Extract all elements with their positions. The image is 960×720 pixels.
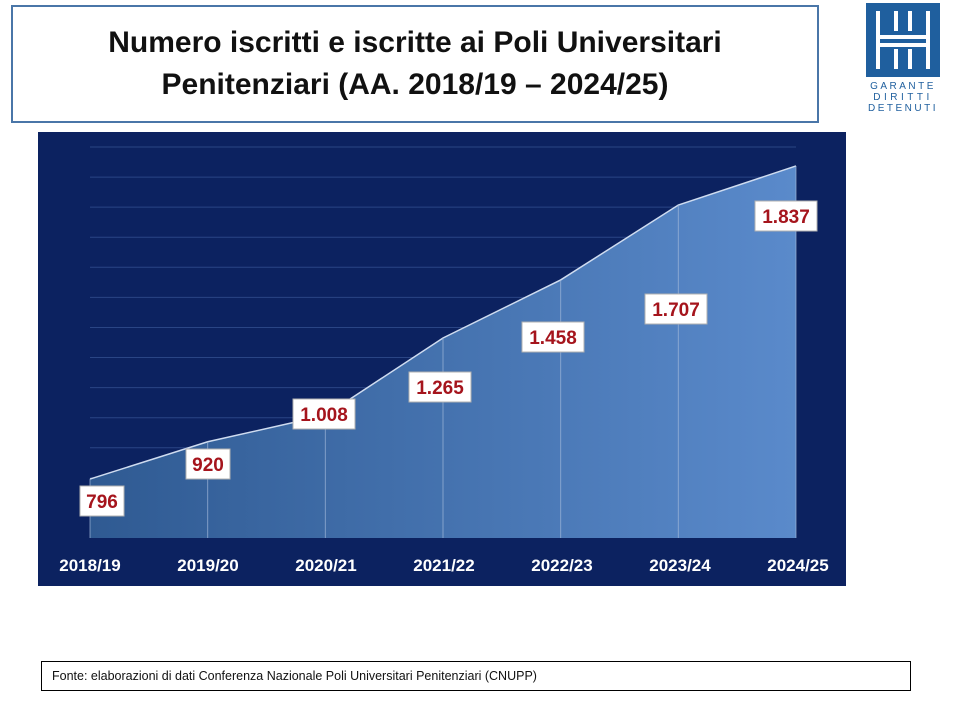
- data-label-text: 1.008: [300, 405, 348, 426]
- data-label-text: 796: [86, 492, 118, 513]
- x-tick-label: 2024/25: [767, 556, 828, 575]
- data-label: 1.837: [754, 200, 818, 232]
- data-label: 1.707: [644, 293, 708, 325]
- x-tick-label: 2021/22: [413, 556, 474, 575]
- x-tick-label: 2023/24: [649, 556, 711, 575]
- data-label-box: [644, 293, 708, 325]
- logo-line-2: DIRITTI: [873, 92, 933, 103]
- area-chart: 2018/19 2019/20 2020/21 2021/22 2022/23 2023/…: [38, 132, 846, 586]
- garante-logo: GARANTE DIRITTI DETENUTI: [866, 3, 940, 114]
- x-tick-label: 2019/20: [177, 556, 238, 575]
- data-label: 1.008: [292, 398, 356, 430]
- title-line-1: Numero iscritti e iscritte ai Poli Unive…: [108, 26, 722, 59]
- data-label: 796: [79, 485, 125, 517]
- data-label-text: 920: [192, 455, 224, 476]
- x-tick-label: 2018/19: [59, 556, 120, 575]
- data-label-text: 1.837: [762, 207, 810, 228]
- data-label: 1.265: [408, 371, 472, 403]
- data-label-text: 1.265: [416, 378, 464, 399]
- logo-line-3: DETENUTI: [868, 103, 938, 114]
- data-label-box: [408, 371, 472, 403]
- data-label: 1.458: [521, 321, 585, 353]
- data-label-text: 1.458: [529, 328, 577, 349]
- data-label-text: 1.707: [652, 300, 700, 321]
- data-label-box: [185, 448, 231, 480]
- source-note: Fonte: elaborazioni di dati Conferenza N…: [41, 661, 911, 691]
- data-label-box: [521, 321, 585, 353]
- data-label-box: [79, 485, 125, 517]
- data-label-box: [292, 398, 356, 430]
- chart-title-box: Numero iscritti e iscritte ai Poli Unive…: [11, 5, 819, 123]
- logo-line-1: GARANTE: [870, 81, 936, 92]
- data-label-box: [754, 200, 818, 232]
- x-tick-label: 2022/23: [531, 556, 592, 575]
- x-tick-label: 2020/21: [295, 556, 356, 575]
- data-label: 920: [185, 448, 231, 480]
- title-line-2: Penitenziari (AA. 2018/19 – 2024/25): [161, 68, 669, 101]
